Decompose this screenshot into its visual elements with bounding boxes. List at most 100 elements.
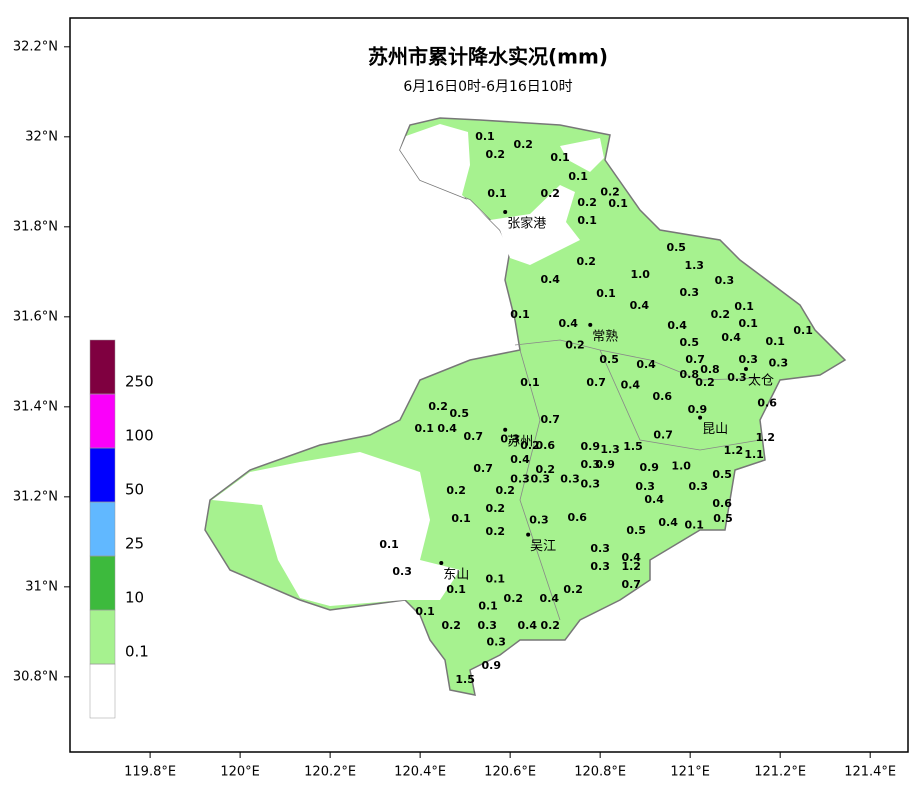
station-value: 0.2 <box>576 255 596 268</box>
legend-swatch <box>89 555 116 611</box>
station-value: 0.4 <box>658 516 678 529</box>
station-value: 0.4 <box>721 331 741 344</box>
station-value: 0.4 <box>540 592 560 605</box>
city-dot <box>503 427 508 432</box>
station-value: 0.1 <box>734 300 754 313</box>
legend-swatch <box>89 501 116 557</box>
x-tick-label: 121.4°E <box>844 765 896 780</box>
legend-label: 10 <box>125 589 144 607</box>
station-value: 0.3 <box>581 458 601 471</box>
station-value: 0.2 <box>495 484 515 497</box>
station-value: 0.2 <box>711 308 731 321</box>
station-value: 0.9 <box>482 659 502 672</box>
station-value: 0.3 <box>510 473 530 486</box>
x-tick-label: 119.8°E <box>124 765 176 780</box>
station-value: 0.1 <box>550 151 570 164</box>
station-value: 0.3 <box>715 274 735 287</box>
station-value: 0.1 <box>486 573 506 586</box>
x-tick-label: 120.2°E <box>304 765 356 780</box>
station-value: 0.2 <box>520 439 540 452</box>
station-value: 0.3 <box>500 433 520 446</box>
station-value: 0.3 <box>635 480 655 493</box>
station-value: 0.1 <box>478 600 498 613</box>
station-value: 0.4 <box>437 422 457 435</box>
station-value: 0.3 <box>486 636 506 649</box>
station-value: 0.3 <box>680 286 700 299</box>
legend-label: 25 <box>125 535 144 553</box>
station-value: 0.1 <box>510 308 530 321</box>
subtitle: 6月16日0时-6月16日10时 <box>403 79 572 95</box>
station-value: 0.1 <box>596 287 616 300</box>
station-value: 0.7 <box>685 353 705 366</box>
city-dot <box>503 209 508 214</box>
station-value: 0.2 <box>446 484 466 497</box>
station-value: 1.5 <box>623 440 643 453</box>
station-value: 0.9 <box>581 440 601 453</box>
station-value: 0.3 <box>581 478 601 491</box>
station-value: 0.1 <box>608 197 628 210</box>
city-label: 张家港 <box>507 215 546 231</box>
x-tick-label: 121.2°E <box>754 765 806 780</box>
station-value: 1.0 <box>630 268 650 281</box>
station-value: 0.8 <box>680 368 700 381</box>
y-tick-label: 30.8°N <box>13 669 58 684</box>
station-value: 0.4 <box>644 493 664 506</box>
y-tick-label: 32°N <box>25 129 58 144</box>
station-value: 0.4 <box>667 319 687 332</box>
legend-label: 250 <box>125 373 154 391</box>
station-value: 0.7 <box>473 462 493 475</box>
x-tick-label: 120°E <box>220 765 260 780</box>
x-tick-label: 120.8°E <box>574 765 626 780</box>
station-value: 0.3 <box>392 565 412 578</box>
legend-label: 50 <box>125 481 144 499</box>
city-dot <box>698 415 703 420</box>
station-value: 0.1 <box>568 170 588 183</box>
station-value: 0.5 <box>712 468 732 481</box>
station-value: 1.2 <box>756 431 776 444</box>
station-value: 0.1 <box>520 376 540 389</box>
x-tick-label: 121°E <box>670 765 710 780</box>
station-value: 0.5 <box>666 241 686 254</box>
station-value: 0.6 <box>536 439 556 452</box>
station-value: 0.1 <box>684 519 704 532</box>
station-value: 0.1 <box>451 512 471 525</box>
station-value: 0.6 <box>757 397 777 410</box>
station-value: 0.3 <box>727 371 747 384</box>
legend-swatch <box>89 393 116 449</box>
station-value: 0.7 <box>586 376 606 389</box>
station-value: 0.1 <box>793 324 813 337</box>
station-value: 0.1 <box>414 422 434 435</box>
y-tick-label: 31.8°N <box>13 219 58 234</box>
station-value: 0.4 <box>540 273 560 286</box>
station-value: 0.6 <box>567 511 587 524</box>
x-tick-label: 120.6°E <box>484 765 536 780</box>
city-label: 常熟 <box>592 328 618 344</box>
station-value: 0.2 <box>504 592 524 605</box>
station-value: 0.3 <box>689 480 709 493</box>
station-value: 0.2 <box>577 196 597 209</box>
station-value: 0.4 <box>636 358 656 371</box>
station-value: 0.3 <box>477 619 497 632</box>
station-value: 0.7 <box>621 578 641 591</box>
station-value: 0.2 <box>513 138 533 151</box>
station-value: 1.1 <box>744 448 764 461</box>
y-tick-label: 31°N <box>25 579 58 594</box>
no-rain-north <box>400 124 580 265</box>
station-value: 0.5 <box>450 407 470 420</box>
legend-label: 100 <box>125 427 154 445</box>
station-value: 0.1 <box>415 605 435 618</box>
legend-swatch <box>89 609 116 665</box>
station-value: 0.2 <box>695 376 715 389</box>
city-dot <box>588 322 593 327</box>
station-value: 0.4 <box>621 379 641 392</box>
y-tick-label: 31.4°N <box>13 399 58 414</box>
title: 苏州市累计降水实况(mm) <box>368 45 608 69</box>
station-value: 0.3 <box>560 473 580 486</box>
station-value: 0.4 <box>510 453 530 466</box>
station-value: 0.7 <box>463 430 483 443</box>
y-tick-label: 31.6°N <box>13 309 58 324</box>
station-value: 0.2 <box>441 619 461 632</box>
lake-taihu <box>212 452 460 606</box>
